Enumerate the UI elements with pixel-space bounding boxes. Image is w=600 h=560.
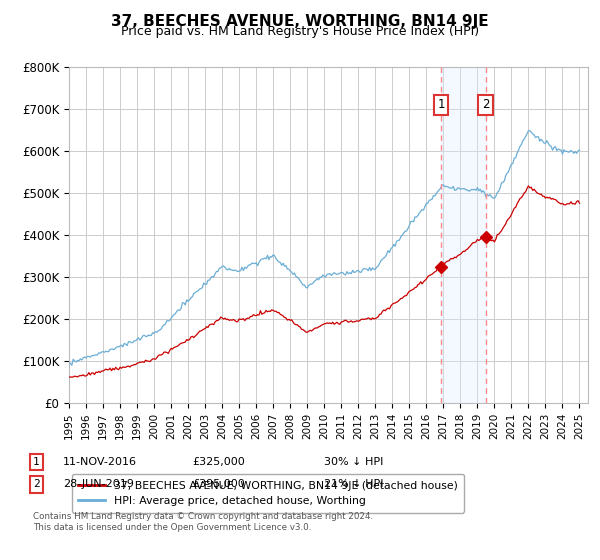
Text: 37, BEECHES AVENUE, WORTHING, BN14 9JE: 37, BEECHES AVENUE, WORTHING, BN14 9JE [111,14,489,29]
Text: 21% ↓ HPI: 21% ↓ HPI [324,479,383,489]
Text: 1: 1 [33,457,40,467]
Text: £395,000: £395,000 [192,479,245,489]
Text: 30% ↓ HPI: 30% ↓ HPI [324,457,383,467]
Text: 28-JUN-2019: 28-JUN-2019 [63,479,134,489]
Legend: 37, BEECHES AVENUE, WORTHING, BN14 9JE (detached house), HPI: Average price, det: 37, BEECHES AVENUE, WORTHING, BN14 9JE (… [72,474,464,512]
Text: 1: 1 [437,99,445,111]
Text: 2: 2 [33,479,40,489]
Text: £325,000: £325,000 [192,457,245,467]
Text: Price paid vs. HM Land Registry's House Price Index (HPI): Price paid vs. HM Land Registry's House … [121,25,479,38]
Bar [441,67,486,403]
Text: 2: 2 [482,99,490,111]
Text: Contains HM Land Registry data © Crown copyright and database right 2024.
This d: Contains HM Land Registry data © Crown c… [33,512,373,532]
Text: 11-NOV-2016: 11-NOV-2016 [63,457,137,467]
